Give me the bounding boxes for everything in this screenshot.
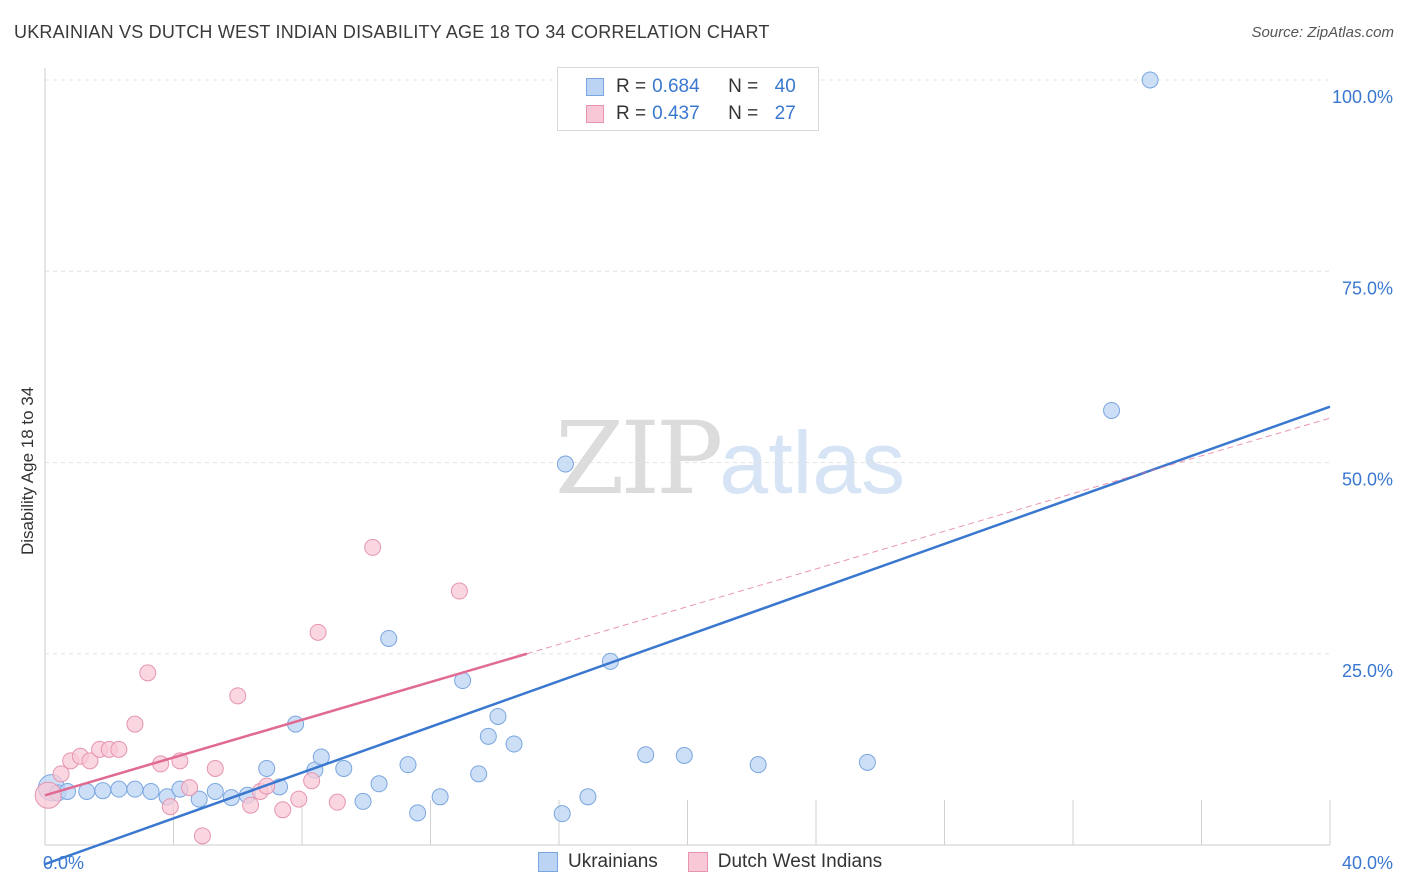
point-dutch-west-indians (81, 752, 99, 770)
point-ukrainians (1103, 401, 1121, 419)
point-dutch-west-indians (303, 772, 321, 790)
watermark: ZIPatlas (555, 400, 905, 517)
point-ukrainians (258, 760, 276, 777)
point-dutch-west-indians (181, 779, 199, 797)
point-ukrainians (749, 756, 767, 774)
point-dutch-west-indians (52, 765, 70, 783)
point-ukrainians (489, 707, 507, 725)
x-tick-label: 0.0% (43, 853, 84, 873)
y-tick-label: 50.0% (1342, 470, 1393, 490)
point-dutch-west-indians (193, 827, 211, 845)
point-ukrainians (110, 780, 128, 798)
point-dutch-west-indians (274, 801, 292, 819)
point-ukrainians (858, 753, 876, 771)
point-dutch-west-indians (328, 793, 346, 811)
point-ukrainians (354, 792, 372, 810)
point-dutch-west-indians (206, 760, 224, 777)
legend-r-key: R = (616, 103, 647, 124)
chart-title: UKRAINIAN VS DUTCH WEST INDIAN DISABILIT… (14, 22, 770, 42)
point-dutch-west-indians (364, 538, 382, 556)
point-ukrainians (637, 746, 655, 764)
series-label-ukrainians: Ukrainians (568, 851, 658, 872)
point-dutch-west-indians (139, 664, 157, 682)
watermark-zip: ZIP (555, 400, 723, 517)
point-ukrainians (190, 790, 208, 808)
stats-legend: R = 0.684 N = 40 R = 0.437 N = 27 (557, 67, 819, 131)
legend-r-value: 0.684 (652, 76, 700, 97)
point-dutch-west-indians (290, 790, 308, 808)
point-ukrainians (142, 782, 160, 800)
legend-r-value: 0.437 (652, 103, 700, 124)
point-ukrainians (479, 727, 497, 745)
point-dutch-west-indians (229, 687, 247, 705)
point-ukrainians (470, 765, 488, 783)
point-dutch-west-indians (242, 796, 260, 814)
point-ukrainians (206, 782, 224, 800)
point-dutch-west-indians (161, 798, 179, 816)
series-swatch-dutch-west-indians (687, 852, 708, 872)
point-dutch-west-indians (450, 582, 468, 600)
point-dutch-west-indians (309, 623, 327, 641)
x-tick-label: 40.0% (1342, 853, 1393, 873)
point-ukrainians (1141, 71, 1159, 89)
point-ukrainians (553, 805, 571, 823)
y-tick-label: 100.0% (1332, 87, 1393, 107)
point-ukrainians (431, 788, 449, 806)
series-legend: Ukrainians Dutch West Indians (538, 851, 912, 873)
point-ukrainians (126, 780, 144, 798)
series-legend-ukrainians[interactable]: Ukrainians (538, 851, 658, 873)
series-legend-dutch-west-indians[interactable]: Dutch West Indians (687, 851, 883, 873)
legend-r-key: R = (616, 76, 647, 97)
trendline-dutch-west-indians (44, 652, 528, 797)
series-swatch-ukrainians (538, 852, 558, 872)
point-ukrainians (370, 775, 388, 793)
point-ukrainians (409, 804, 427, 822)
trendline-ukrainians (44, 405, 1331, 866)
point-ukrainians (380, 629, 398, 647)
point-ukrainians (556, 455, 574, 473)
trendline-extension-dutch-west-indians (526, 417, 1331, 655)
legend-n-key: N = (728, 103, 759, 124)
point-ukrainians (335, 760, 353, 777)
legend-n-key: N = (728, 76, 759, 97)
legend-swatch-dutch-west-indians (586, 105, 604, 123)
point-ukrainians (399, 756, 417, 774)
legend-swatch-ukrainians (586, 78, 604, 96)
legend-row-ukrainians: R = 0.684 N = 40 (558, 74, 800, 100)
point-dutch-west-indians (110, 740, 128, 758)
y-tick-label: 25.0% (1342, 661, 1393, 681)
point-ukrainians (579, 788, 597, 806)
y-tick-label: 75.0% (1342, 278, 1393, 298)
point-dutch-west-indians (126, 715, 144, 733)
y-axis-label: Disability Age 18 to 34 (18, 386, 37, 555)
legend-n-value: 40 (774, 76, 796, 97)
series-label-dutch-west-indians: Dutch West Indians (717, 851, 883, 872)
point-ukrainians (505, 735, 523, 753)
source-label: Source: ZipAtlas.com (1251, 24, 1394, 41)
point-ukrainians (94, 782, 112, 800)
legend-row-dutch-west-indians: R = 0.437 N = 27 (558, 101, 800, 127)
legend-n-value: 27 (774, 103, 796, 124)
point-ukrainians (675, 746, 693, 764)
